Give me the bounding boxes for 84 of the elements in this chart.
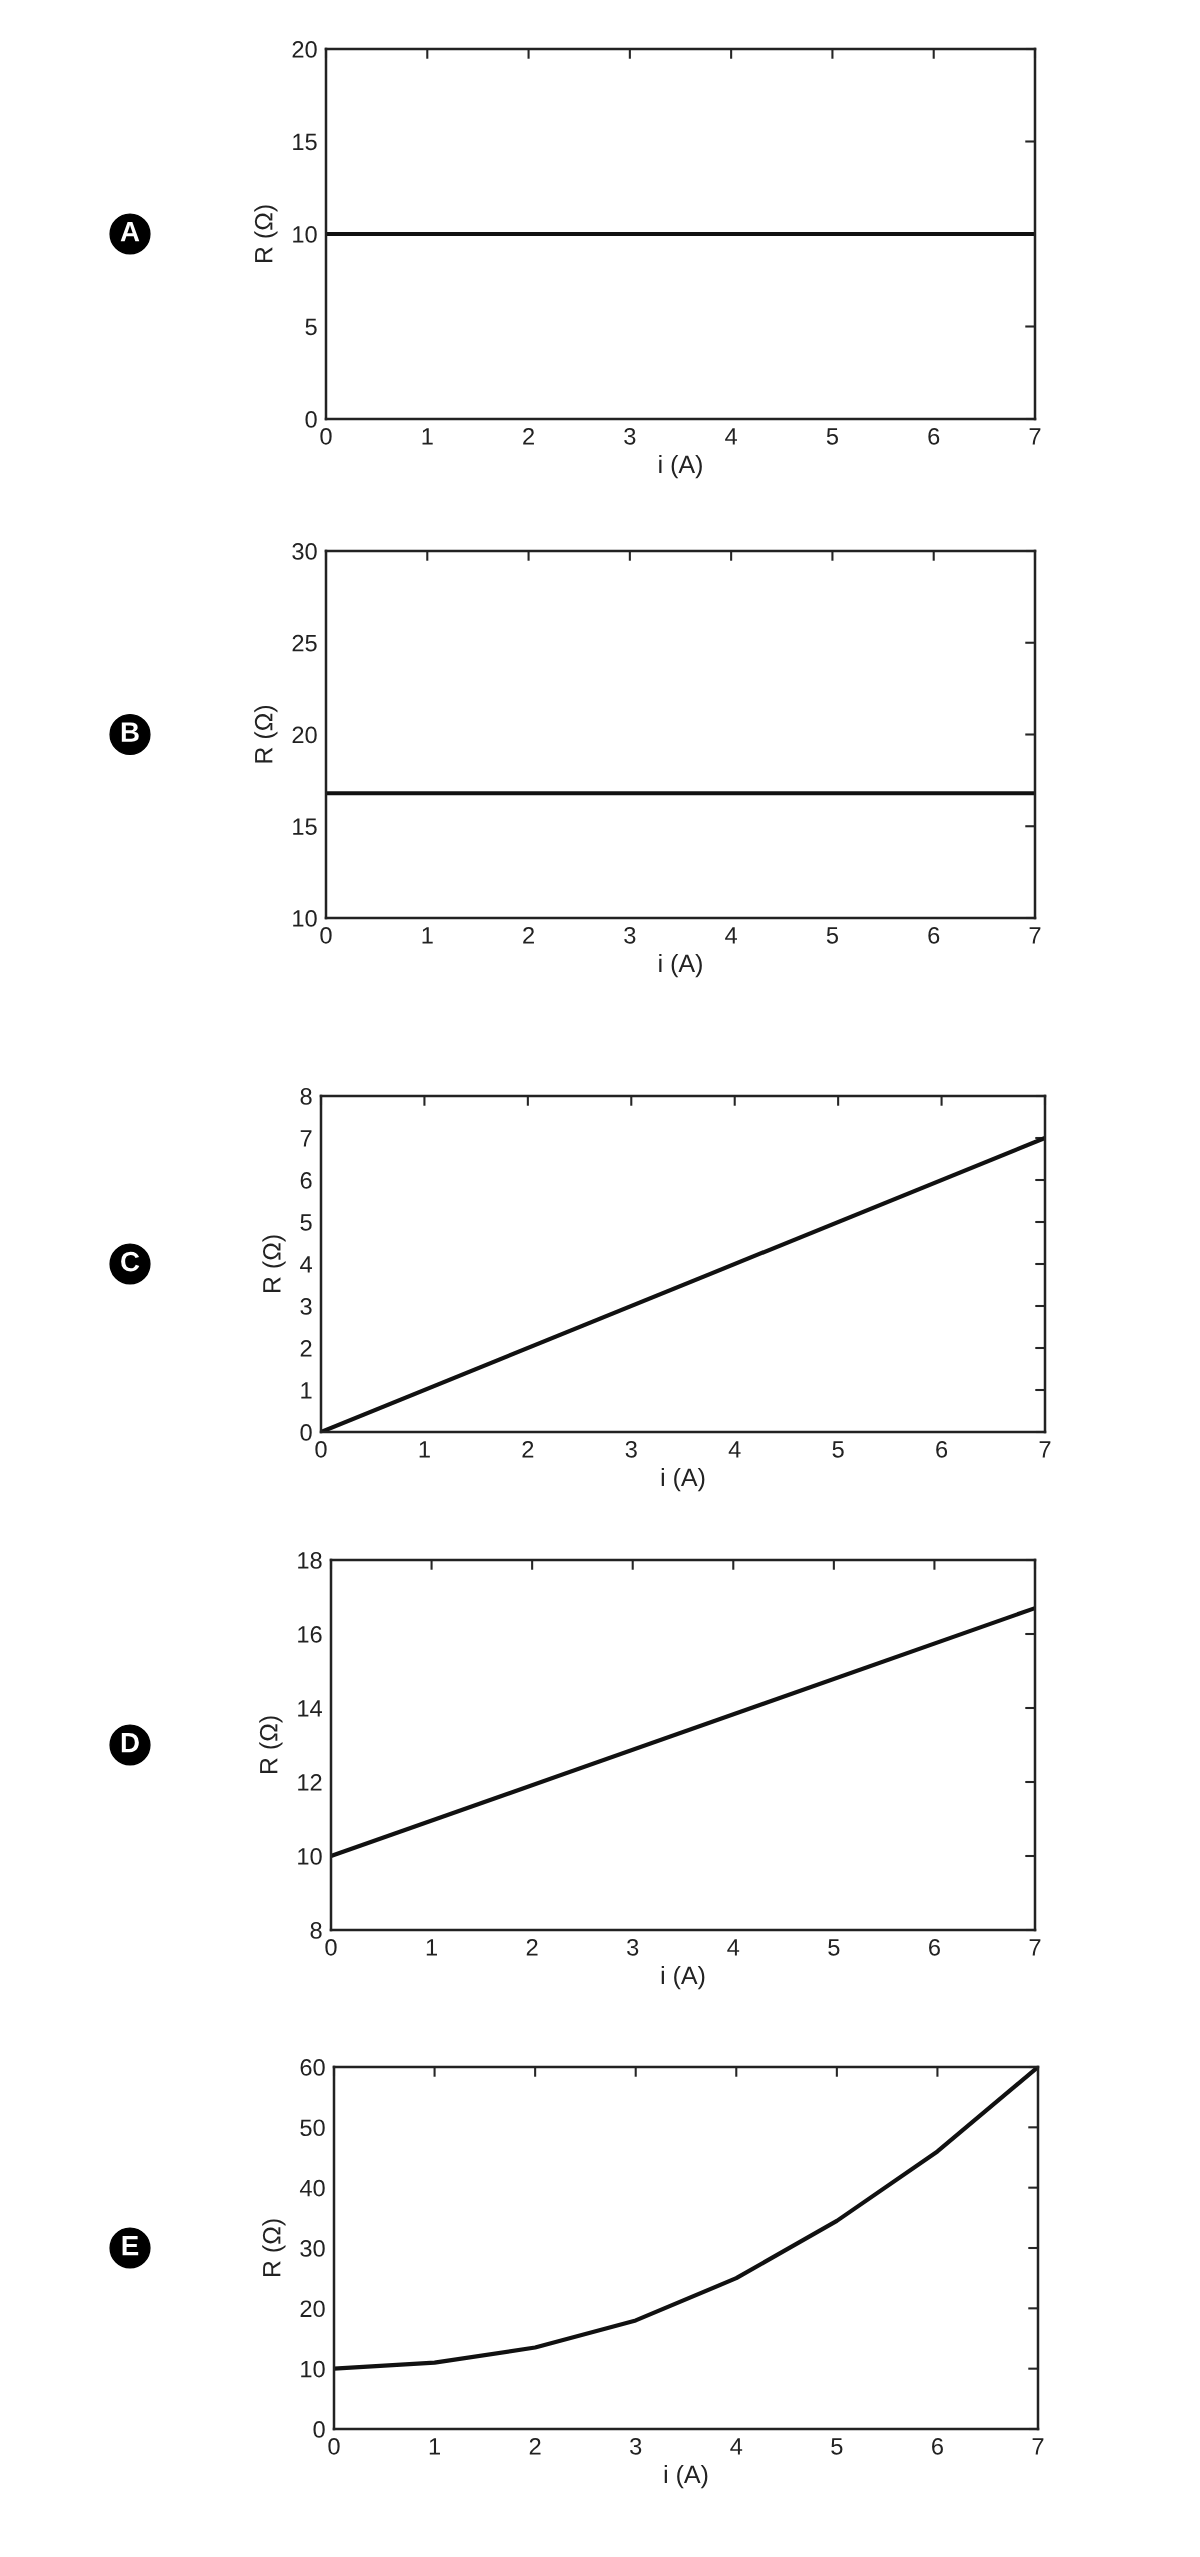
x-tick-label: 0 — [325, 1938, 337, 1956]
x-tick-label: 6 — [932, 2437, 943, 2455]
x-tick-label: 6 — [928, 427, 940, 445]
y-tick-label: 14 — [298, 1700, 322, 1717]
x-axis-title: i (A) — [661, 1467, 705, 1492]
x-axis-title: i (A) — [659, 953, 702, 978]
x-tick-label: 6 — [929, 1938, 940, 1956]
x-tick-label: 1 — [419, 1441, 430, 1458]
y-tick-label: 12 — [298, 1774, 322, 1791]
x-tick-label: 7 — [1029, 1939, 1041, 1956]
x-tick-label: 1 — [422, 428, 433, 445]
y-tick-label: 1 — [301, 1382, 312, 1399]
x-tick-label: 6 — [936, 1440, 948, 1458]
y-tick-label: 5 — [305, 318, 317, 336]
y-tick-label: 6 — [300, 1172, 312, 1189]
y-tick-label: 5 — [300, 1214, 312, 1231]
y-tick-label: 15 — [293, 818, 317, 836]
x-tick-label: 4 — [730, 2438, 743, 2455]
x-tick-label: 5 — [832, 1441, 844, 1458]
y-tick-label: 30 — [300, 2240, 325, 2257]
y-tick-label: 15 — [293, 133, 317, 151]
x-tick-label: 3 — [630, 2437, 642, 2455]
y-tick-label: 18 — [298, 1552, 322, 1569]
x-tick-label: 5 — [831, 2438, 843, 2455]
x-tick-label: 2 — [529, 2437, 541, 2455]
text: B — [121, 722, 139, 742]
y-tick-label: 20 — [292, 726, 317, 744]
y-axis-title: R (Ω) — [254, 205, 278, 263]
x-tick-label: 0 — [328, 2437, 340, 2455]
y-axis-title: R (Ω) — [254, 705, 278, 763]
y-tick-label: 16 — [298, 1626, 322, 1643]
x-tick-label: 1 — [422, 927, 433, 944]
x-tick-label: 2 — [523, 427, 534, 445]
x-tick-label: 6 — [928, 926, 940, 944]
text: C — [121, 1251, 140, 1272]
text: A — [120, 222, 140, 242]
y-axis-title: R (Ω) — [262, 1235, 286, 1293]
x-tick-label: 4 — [725, 927, 738, 944]
text: D — [121, 1733, 139, 1753]
x-axis-title: i (A) — [664, 2464, 708, 2489]
y-tick-label: 8 — [310, 1922, 322, 1939]
x-tick-label: 3 — [627, 1938, 639, 1956]
y-tick-label: 4 — [300, 1256, 312, 1273]
x-axis-title: i (A) — [659, 454, 702, 479]
x-tick-label: 2 — [526, 1938, 538, 1956]
y-tick-label: 7 — [300, 1130, 312, 1147]
text: E — [122, 2236, 139, 2256]
y-tick-label: 30 — [292, 543, 317, 560]
x-tick-label: 2 — [523, 926, 534, 944]
y-tick-label: 0 — [305, 411, 317, 428]
x-tick-label: 7 — [1029, 428, 1041, 445]
y-tick-label: 2 — [300, 1340, 312, 1357]
y-tick-label: 50 — [300, 2119, 325, 2137]
y-tick-label: 60 — [300, 2059, 325, 2076]
y-tick-label: 3 — [300, 1298, 312, 1315]
y-axis-title: R (Ω) — [259, 1716, 283, 1774]
x-tick-label: 7 — [1039, 1441, 1051, 1458]
y-tick-label: 10 — [293, 226, 317, 243]
x-axis-title: i (A) — [661, 1965, 705, 1990]
x-tick-label: 4 — [725, 428, 738, 445]
x-tick-label: 5 — [826, 927, 838, 944]
y-tick-label: 10 — [293, 910, 317, 927]
x-tick-label: 4 — [728, 1441, 741, 1458]
x-tick-label: 2 — [522, 1440, 534, 1458]
x-tick-label: 1 — [426, 1939, 437, 1956]
y-tick-label: 0 — [300, 1424, 312, 1441]
y-tick-label: 20 — [300, 2300, 325, 2318]
y-tick-label: 0 — [313, 2421, 325, 2438]
y-tick-label: 10 — [301, 2360, 325, 2378]
x-tick-label: 7 — [1029, 927, 1041, 944]
x-tick-label: 3 — [624, 926, 636, 944]
x-tick-label: 1 — [429, 2438, 440, 2455]
y-tick-label: 25 — [292, 634, 317, 652]
y-tick-label: 40 — [299, 2179, 325, 2197]
y-tick-label: 8 — [300, 1088, 312, 1105]
y-axis-title: R (Ω) — [262, 2219, 286, 2277]
x-tick-label: 5 — [826, 428, 838, 445]
y-tick-label: 20 — [292, 41, 317, 58]
x-tick-label: 4 — [727, 1939, 740, 1956]
x-tick-label: 3 — [625, 1440, 637, 1458]
x-tick-label: 3 — [624, 427, 636, 445]
y-tick-label: 10 — [298, 1848, 322, 1865]
x-tick-label: 7 — [1032, 2438, 1044, 2455]
x-tick-label: 5 — [828, 1939, 840, 1956]
